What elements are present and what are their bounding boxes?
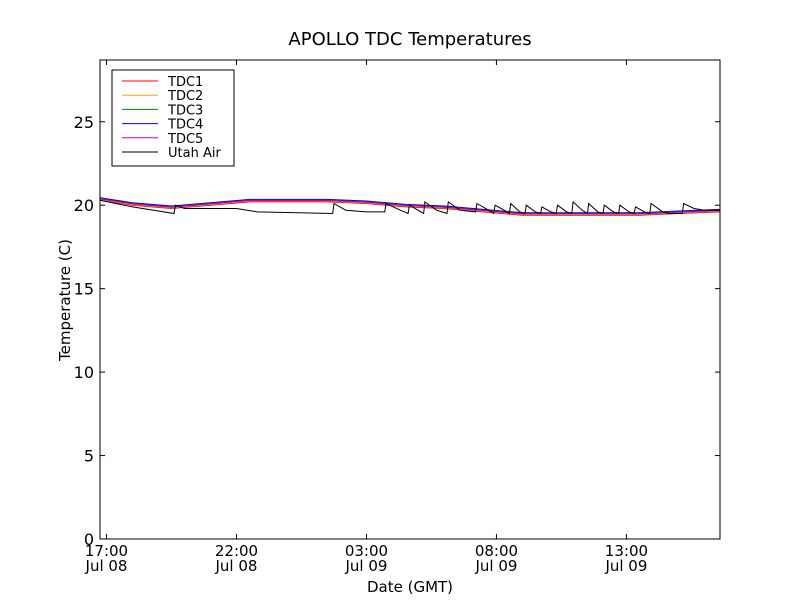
y-tick-label: 10	[74, 363, 94, 382]
y-axis-label: Temperature (C)	[56, 239, 74, 362]
x-axis-label: Date (GMT)	[367, 578, 453, 596]
y-tick-label: 25	[74, 113, 94, 132]
x-tick-label-time: 17:00	[85, 542, 128, 560]
x-tick-label-date: Jul 09	[604, 557, 647, 575]
series-line-tdc4	[99, 197, 721, 214]
x-tick-label-time: 03:00	[345, 542, 388, 560]
x-tick-label-date: Jul 08	[85, 557, 128, 575]
legend-label: TDC2	[167, 89, 203, 104]
y-tick-label: 5	[84, 447, 94, 466]
x-tick-label-time: 22:00	[215, 542, 258, 560]
legend-label: TDC5	[167, 132, 203, 147]
x-tick-label-date: Jul 09	[344, 557, 387, 575]
series-line-tdc1	[99, 199, 721, 216]
series-layer	[99, 197, 721, 216]
y-tick-label: 20	[74, 196, 94, 215]
series-line-tdc5	[99, 198, 721, 215]
y-tick-label: 15	[74, 280, 94, 299]
legend-label: Utah Air	[168, 146, 221, 161]
legend-label: TDC3	[167, 103, 203, 118]
x-tick-label-date: Jul 08	[215, 557, 258, 575]
legend-label: TDC1	[167, 75, 203, 90]
x-tick-label-time: 08:00	[475, 542, 518, 560]
legend-box	[111, 69, 235, 167]
legend-label: TDC4	[167, 118, 203, 133]
chart-title: APOLLO TDC Temperatures	[288, 29, 531, 50]
x-tick-label-time: 13:00	[605, 542, 648, 560]
plot-frame	[99, 59, 721, 540]
series-line-utah-air	[99, 199, 720, 215]
y-tick-label: 0	[84, 530, 94, 549]
x-tick-label-date: Jul 09	[474, 557, 517, 575]
